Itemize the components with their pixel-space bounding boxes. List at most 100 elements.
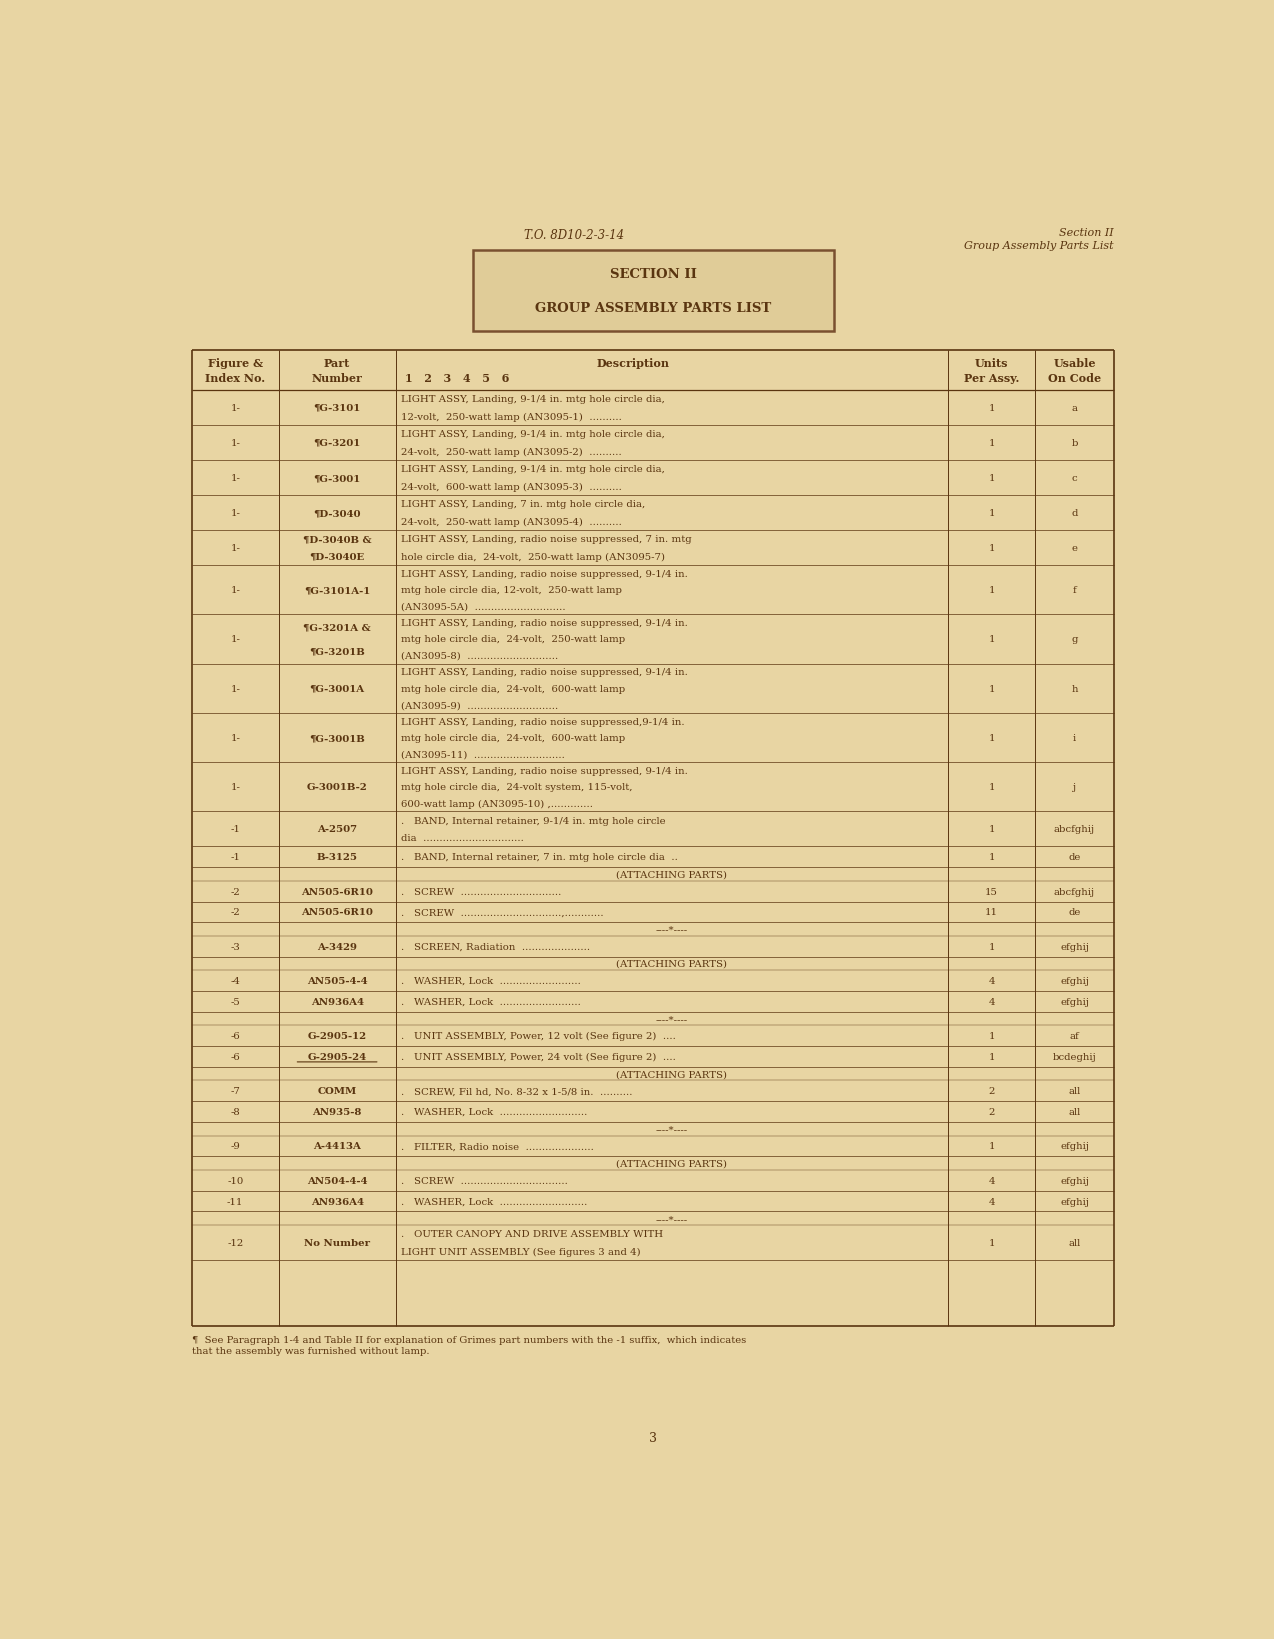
Text: 1: 1 (989, 734, 995, 742)
Text: .   WASHER, Lock  .........................: . WASHER, Lock ......................... (401, 977, 581, 985)
Text: .   FILTER, Radio noise  .....................: . FILTER, Radio noise ..................… (401, 1142, 594, 1151)
Text: LIGHT ASSY, Landing, radio noise suppressed,9-1/4 in.: LIGHT ASSY, Landing, radio noise suppres… (401, 718, 684, 726)
Text: g: g (1071, 634, 1078, 644)
Text: Index No.: Index No. (205, 372, 265, 384)
Text: ¶G-3001: ¶G-3001 (313, 474, 361, 482)
Text: efghij: efghij (1060, 1196, 1089, 1206)
Text: ¶G-3001A: ¶G-3001A (310, 685, 364, 693)
Text: 1-: 1- (231, 403, 240, 413)
Text: 2: 2 (989, 1108, 995, 1116)
Text: ----*----: ----*---- (656, 924, 688, 934)
Text: .   BAND, Internal retainer, 9-1/4 in. mtg hole circle: . BAND, Internal retainer, 9-1/4 in. mtg… (401, 816, 666, 824)
Text: all: all (1069, 1087, 1080, 1095)
Text: abcfghij: abcfghij (1054, 887, 1096, 897)
Text: .   WASHER, Lock  ...........................: . WASHER, Lock .........................… (401, 1196, 587, 1206)
Text: mtg hole circle dia,  24-volt system, 115-volt,: mtg hole circle dia, 24-volt system, 115… (401, 783, 633, 792)
Text: (ATTACHING PARTS): (ATTACHING PARTS) (617, 959, 727, 969)
Text: 3: 3 (648, 1431, 657, 1444)
Text: ¶G-3101: ¶G-3101 (313, 403, 361, 413)
Text: LIGHT ASSY, Landing, radio noise suppressed, 9-1/4 in.: LIGHT ASSY, Landing, radio noise suppres… (401, 618, 688, 628)
Text: .   SCREW  ...............................,............: . SCREW ...............................,… (401, 908, 604, 916)
Text: (ATTACHING PARTS): (ATTACHING PARTS) (617, 1070, 727, 1078)
Text: ----*----: ----*---- (656, 1124, 688, 1134)
Text: AN504-4-4: AN504-4-4 (307, 1177, 367, 1185)
Text: 600-watt lamp (AN3095-10) ,.............: 600-watt lamp (AN3095-10) ,............. (401, 800, 594, 808)
Text: -1: -1 (231, 824, 240, 834)
Text: .   UNIT ASSEMBLY, Power, 24 volt (See figure 2)  ....: . UNIT ASSEMBLY, Power, 24 volt (See fig… (401, 1052, 676, 1062)
Text: 24-volt,  600-watt lamp (AN3095-3)  ..........: 24-volt, 600-watt lamp (AN3095-3) ......… (401, 482, 622, 492)
Text: AN936A4: AN936A4 (311, 1196, 363, 1206)
Text: bcdeghij: bcdeghij (1052, 1052, 1097, 1062)
Text: 1   2   3   4   5   6: 1 2 3 4 5 6 (405, 372, 510, 384)
Text: 1: 1 (989, 634, 995, 644)
Text: efghij: efghij (1060, 1177, 1089, 1185)
Text: LIGHT ASSY, Landing, radio noise suppressed, 7 in. mtg: LIGHT ASSY, Landing, radio noise suppres… (401, 534, 692, 544)
Text: 1: 1 (989, 474, 995, 482)
Text: ----*----: ----*---- (656, 1015, 688, 1023)
Text: 1-: 1- (231, 634, 240, 644)
Text: -12: -12 (227, 1237, 243, 1247)
Text: (AN3095-9)  ............................: (AN3095-9) ............................ (401, 701, 558, 710)
Text: GROUP ASSEMBLY PARTS LIST: GROUP ASSEMBLY PARTS LIST (535, 302, 772, 315)
Text: (AN3095-8)  ............................: (AN3095-8) ............................ (401, 651, 558, 661)
Text: 1: 1 (989, 585, 995, 595)
Text: LIGHT UNIT ASSEMBLY (See figures 3 and 4): LIGHT UNIT ASSEMBLY (See figures 3 and 4… (401, 1247, 641, 1255)
Text: A-2507: A-2507 (317, 824, 357, 834)
Text: 4: 4 (989, 1177, 995, 1185)
Text: -3: -3 (231, 942, 240, 951)
Text: -2: -2 (231, 908, 240, 916)
Text: -2: -2 (231, 887, 240, 897)
Text: -6: -6 (231, 1031, 240, 1041)
Text: -10: -10 (227, 1177, 243, 1185)
Text: 1-: 1- (231, 439, 240, 447)
Text: 1: 1 (989, 1142, 995, 1151)
Text: 1-: 1- (231, 508, 240, 518)
Text: .   SCREW  .................................: . SCREW ................................… (401, 1177, 568, 1185)
Text: a: a (1071, 403, 1078, 413)
Text: j: j (1073, 783, 1077, 792)
Text: G-2905-24: G-2905-24 (307, 1052, 367, 1062)
Text: ¶G-3001B: ¶G-3001B (310, 734, 364, 742)
Text: SECTION II: SECTION II (610, 269, 697, 282)
Text: On Code: On Code (1049, 372, 1101, 384)
Text: hole circle dia,  24-volt,  250-watt lamp (AN3095-7): hole circle dia, 24-volt, 250-watt lamp … (401, 552, 665, 562)
Text: A-3429: A-3429 (317, 942, 357, 951)
Text: -9: -9 (231, 1142, 240, 1151)
Text: A-4413A: A-4413A (313, 1142, 361, 1151)
Text: ¶G-3201A &: ¶G-3201A & (303, 623, 371, 631)
Text: 1: 1 (989, 852, 995, 862)
Text: AN505-6R10: AN505-6R10 (301, 887, 373, 897)
Text: 1: 1 (989, 783, 995, 792)
Text: B-3125: B-3125 (317, 852, 358, 862)
Text: LIGHT ASSY, Landing, radio noise suppressed, 9-1/4 in.: LIGHT ASSY, Landing, radio noise suppres… (401, 569, 688, 579)
Text: T.O. 8D10-2-3-14: T.O. 8D10-2-3-14 (524, 229, 624, 241)
Text: Section II: Section II (1060, 228, 1113, 238)
Text: ¶G-3101A-1: ¶G-3101A-1 (304, 585, 371, 595)
Text: 1: 1 (989, 942, 995, 951)
Text: Number: Number (312, 372, 363, 384)
Text: LIGHT ASSY, Landing, 7 in. mtg hole circle dia,: LIGHT ASSY, Landing, 7 in. mtg hole circ… (401, 500, 646, 508)
Text: all: all (1069, 1108, 1080, 1116)
Text: AN505-4-4: AN505-4-4 (307, 977, 367, 985)
Text: -6: -6 (231, 1052, 240, 1062)
Text: ¶D-3040: ¶D-3040 (313, 508, 361, 518)
Text: .   SCREW  ...............................: . SCREW ............................... (401, 887, 562, 897)
Text: .   BAND, Internal retainer, 7 in. mtg hole circle dia  ..: . BAND, Internal retainer, 7 in. mtg hol… (401, 852, 678, 862)
Text: de: de (1069, 852, 1080, 862)
Text: Figure &: Figure & (208, 359, 262, 369)
Text: Description: Description (596, 359, 670, 369)
Text: .   OUTER CANOPY AND DRIVE ASSEMBLY WITH: . OUTER CANOPY AND DRIVE ASSEMBLY WITH (401, 1229, 664, 1239)
Text: 1-: 1- (231, 685, 240, 693)
Text: 1-: 1- (231, 783, 240, 792)
Text: LIGHT ASSY, Landing, radio noise suppressed, 9-1/4 in.: LIGHT ASSY, Landing, radio noise suppres… (401, 767, 688, 775)
Text: ¶D-3040E: ¶D-3040E (310, 552, 364, 562)
Text: .   WASHER, Lock  .........................: . WASHER, Lock ......................... (401, 997, 581, 1006)
Text: Usable: Usable (1054, 359, 1096, 369)
Text: c: c (1071, 474, 1078, 482)
Text: (ATTACHING PARTS): (ATTACHING PARTS) (617, 870, 727, 879)
Text: -5: -5 (231, 997, 240, 1006)
Text: LIGHT ASSY, Landing, 9-1/4 in. mtg hole circle dia,: LIGHT ASSY, Landing, 9-1/4 in. mtg hole … (401, 395, 665, 403)
Text: 4: 4 (989, 997, 995, 1006)
Text: efghij: efghij (1060, 997, 1089, 1006)
Text: de: de (1069, 908, 1080, 916)
